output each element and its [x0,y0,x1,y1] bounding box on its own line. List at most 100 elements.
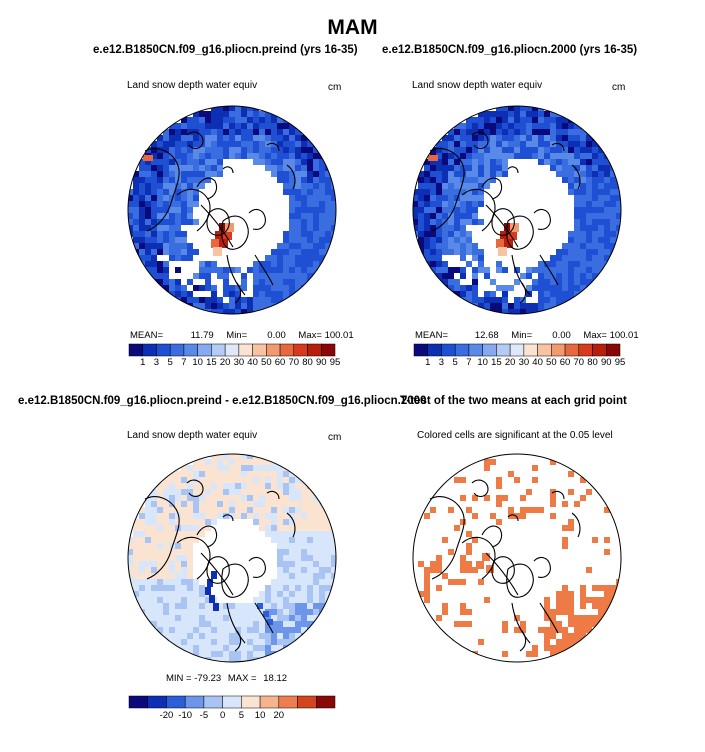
grid-cell [502,129,508,135]
grid-cell [259,489,265,495]
grid-cell [544,123,550,129]
grid-cell [205,525,211,531]
grid-cell [586,237,592,243]
grid-cell [163,525,169,531]
grid-cell [466,303,472,309]
grid-cell [442,279,448,285]
grid-cell [586,129,592,135]
grid-cell [175,237,181,243]
grid-cell [436,201,442,207]
grid-cell [241,123,247,129]
grid-cell [229,621,235,627]
grid-cell [289,249,295,255]
grid-cell [580,189,586,195]
grid-cell [145,183,151,189]
grid-cell [181,633,187,639]
grid-cell [139,567,145,573]
grid-cell [259,639,265,645]
significant-cell [580,603,586,609]
grid-cell [277,579,283,585]
grid-cell [163,129,169,135]
significant-cell [562,651,568,657]
stats-bottom-left: MIN = -79.23 MAX = 18.12 [166,673,287,684]
colorbar-box [203,695,223,709]
significant-cell [532,477,538,483]
grid-cell [235,657,241,662]
grid-cell [289,519,295,525]
grid-cell [295,201,301,207]
grid-cell [283,243,289,249]
grid-cell [259,615,265,621]
grid-cell [319,621,325,627]
grid-cell [616,171,621,177]
grid-cell [139,219,145,225]
grid-cell [319,237,325,243]
grid-cell [169,477,175,483]
grid-cell [604,165,610,171]
grid-cell [211,111,217,117]
grid-cell [568,141,574,147]
grid-cell [241,489,247,495]
significant-cell [466,507,472,513]
grid-cell [325,579,331,585]
grid-cell [289,177,295,183]
grid-cell [574,285,580,291]
grid-cell [319,591,325,597]
grid-cell [442,207,448,213]
colorbar-box [413,343,428,357]
grid-cell [448,189,454,195]
grid-cell [538,297,544,303]
grid-cell [163,549,169,555]
significant-cell [520,627,526,633]
grid-cell [454,201,460,207]
grid-cell [295,159,301,165]
grid-cell [460,207,466,213]
grid-cell [193,645,199,651]
grid-cell [478,135,484,141]
grid-cell [289,489,295,495]
grid-cell [181,483,187,489]
grid-cell [526,303,532,309]
grid-cell [436,243,442,249]
grid-cell [301,477,307,483]
grid-cell [307,543,313,549]
grid-cell [295,231,301,237]
colorbar-tick-label: 3 [438,357,445,368]
colorbar-box [211,343,226,357]
grid-cell [169,147,175,153]
grid-cell [460,183,466,189]
grid-cell [187,597,193,603]
grid-cell [175,171,181,177]
grid-cell-ice-sheet [504,223,513,232]
coastline [539,254,559,286]
grid-cell [271,255,277,261]
grid-cell [430,195,436,201]
grid-cell [508,111,514,117]
grid-cell [301,585,307,591]
colorbar-ticks-top-right: 1 3 5 7 10 15 20 30 40 50 60 70 80 90 95 [414,357,625,369]
grid-cell [532,129,538,135]
grid-cell [229,477,235,483]
grid-cell [187,207,193,213]
coastline [491,556,515,584]
colorbar-bottom-left [128,695,336,709]
significant-cell [424,573,430,579]
grid-cell [466,249,472,255]
grid-cell [580,279,586,285]
grid-cell [550,129,556,135]
grid-cell [556,249,562,255]
grid-cell [586,195,592,201]
grid-cell [289,579,295,585]
grid-cell [175,579,181,585]
grid-cell [502,303,508,309]
grid-cell [157,231,163,237]
significant-cell [574,639,580,645]
grid-cell [313,603,319,609]
grid-cell [199,621,205,627]
grid-cell [580,195,586,201]
grid-cell [466,231,472,237]
grid-cell [472,207,478,213]
grid-cell [289,273,295,279]
grid-cell [283,171,289,177]
grid-cell [460,141,466,147]
